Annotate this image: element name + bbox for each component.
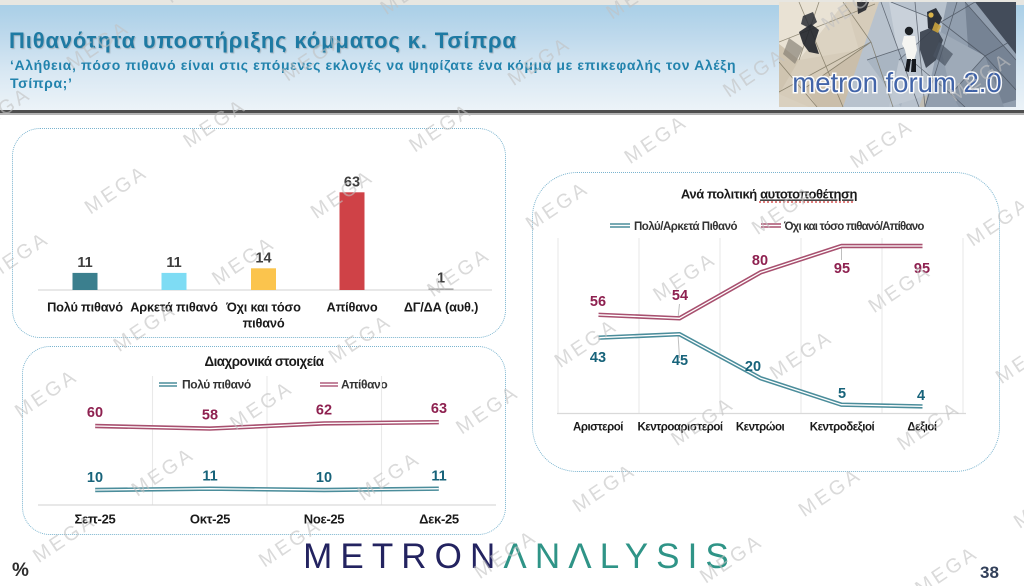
svg-text:63: 63 bbox=[344, 174, 360, 190]
svg-text:58: 58 bbox=[202, 408, 218, 424]
svg-text:Αριστεροί: Αριστεροί bbox=[573, 422, 623, 434]
svg-text:80: 80 bbox=[752, 253, 768, 269]
svg-text:1: 1 bbox=[437, 270, 445, 286]
svg-text:11: 11 bbox=[166, 255, 181, 271]
svg-text:10: 10 bbox=[316, 470, 332, 486]
svg-text:11: 11 bbox=[77, 255, 92, 271]
svg-text:Δεξιοί: Δεξιοί bbox=[907, 422, 937, 434]
svg-text:20: 20 bbox=[745, 359, 761, 375]
svg-text:11: 11 bbox=[431, 469, 446, 485]
svg-text:Δεκ-25: Δεκ-25 bbox=[419, 512, 459, 527]
svg-text:Διαχρονικά στοιχεία: Διαχρονικά στοιχεία bbox=[204, 354, 324, 369]
svg-text:95: 95 bbox=[914, 261, 930, 277]
svg-text:Πολύ πιθανό: Πολύ πιθανό bbox=[182, 378, 251, 392]
svg-text:ΔΓ/ΔΑ (αυθ.): ΔΓ/ΔΑ (αυθ.) bbox=[404, 300, 478, 315]
svg-text:Κεντροδεξιοί: Κεντροδεξιοί bbox=[810, 422, 875, 434]
svg-text:Κεντροαριστεροί: Κεντροαριστεροί bbox=[637, 422, 722, 434]
svg-text:πιθανό: πιθανό bbox=[243, 316, 285, 331]
svg-text:43: 43 bbox=[590, 350, 606, 366]
svg-text:Πολύ/Αρκετά Πιθανό: Πολύ/Αρκετά Πιθανό bbox=[634, 221, 737, 233]
svg-text:Αρκετά πιθανό: Αρκετά πιθανό bbox=[130, 300, 218, 315]
svg-text:60: 60 bbox=[87, 405, 103, 421]
svg-text:11: 11 bbox=[202, 469, 217, 485]
svg-text:62: 62 bbox=[316, 402, 332, 418]
svg-text:Πολύ πιθανό: Πολύ πιθανό bbox=[47, 300, 123, 315]
svg-text:Νοε-25: Νοε-25 bbox=[304, 512, 345, 527]
svg-text:14: 14 bbox=[255, 250, 271, 266]
svg-text:63: 63 bbox=[431, 401, 447, 417]
svg-text:Σεπ-25: Σεπ-25 bbox=[75, 512, 116, 527]
svg-text:Απίθανο: Απίθανο bbox=[341, 378, 387, 392]
svg-text:54: 54 bbox=[672, 288, 688, 304]
svg-text:Οκτ-25: Οκτ-25 bbox=[190, 512, 230, 527]
svg-text:Απίθανο: Απίθανο bbox=[327, 300, 378, 315]
svg-text:56: 56 bbox=[590, 294, 606, 310]
svg-text:95: 95 bbox=[834, 261, 850, 277]
svg-text:10: 10 bbox=[87, 470, 103, 486]
svg-text:metron forum 2.0: metron forum 2.0 bbox=[792, 67, 1001, 98]
svg-text:Όχι και τόσο πιθανό/Απίθανο: Όχι και τόσο πιθανό/Απίθανο bbox=[783, 221, 924, 233]
svg-text:Κεντρώοι: Κεντρώοι bbox=[736, 422, 785, 434]
svg-text:Όχι και τόσο: Όχι και τόσο bbox=[225, 300, 301, 315]
svg-text:Ανά πολιτική αυτοτοποθέτηση: Ανά πολιτική αυτοτοποθέτηση bbox=[681, 187, 858, 202]
svg-text:45: 45 bbox=[672, 353, 688, 369]
svg-text:5: 5 bbox=[838, 386, 846, 402]
svg-text:4: 4 bbox=[917, 388, 925, 404]
